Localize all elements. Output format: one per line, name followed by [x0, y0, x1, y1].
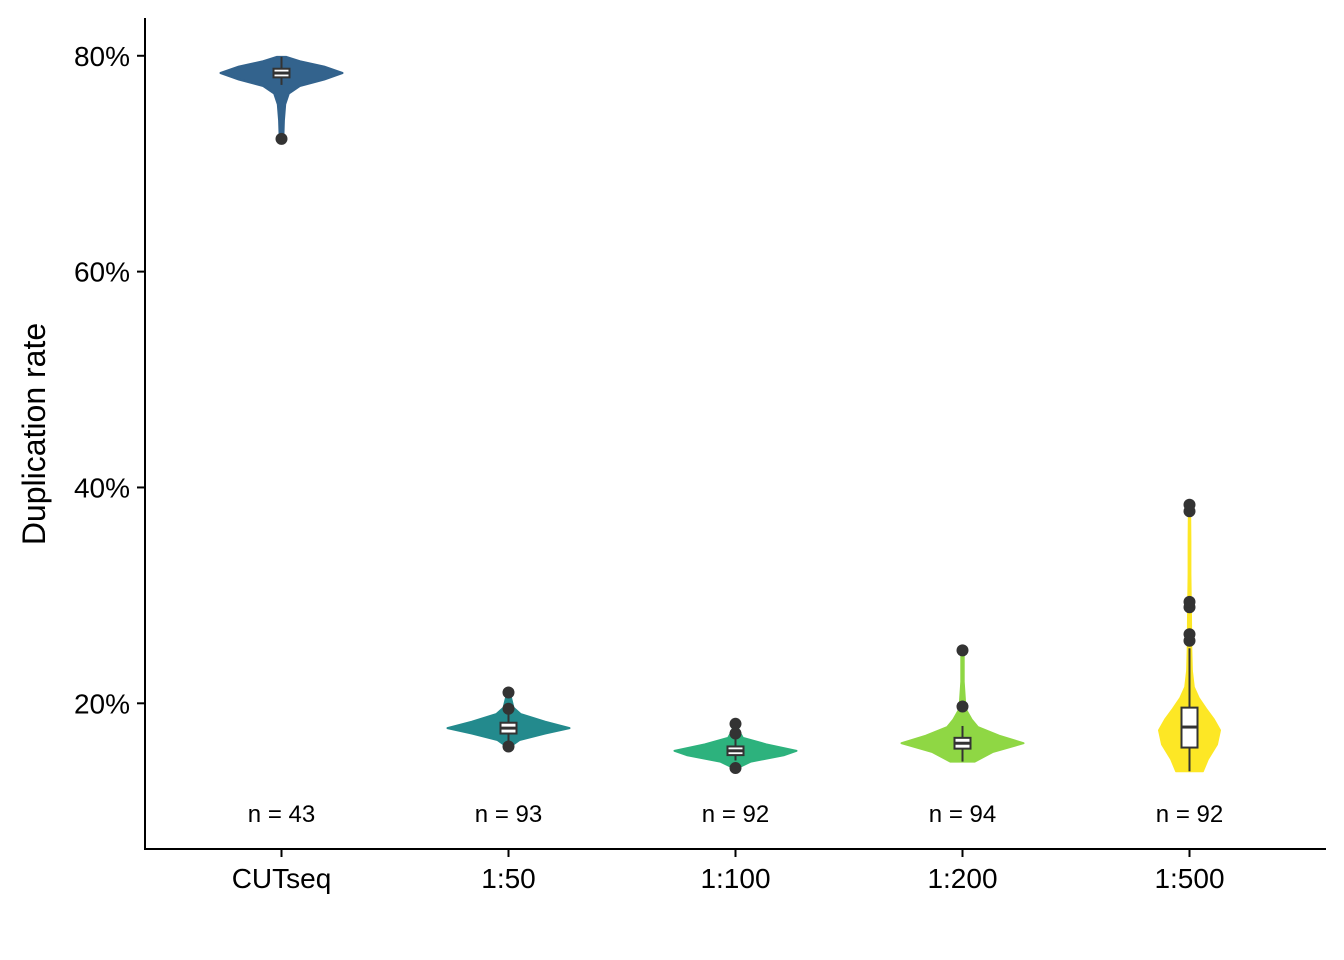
n-label: n = 43	[248, 801, 315, 828]
x-tick-label: 1:500	[1154, 863, 1224, 894]
n-label: n = 93	[475, 801, 542, 828]
x-tick-label: CUTseq	[232, 863, 332, 894]
outlier-point	[729, 727, 742, 740]
y-tick-label: 80%	[74, 41, 130, 72]
n-label: n = 92	[702, 801, 769, 828]
outlier-point	[1183, 498, 1196, 511]
n-label: n = 94	[929, 801, 996, 828]
x-tick-label: 1:200	[927, 863, 997, 894]
y-axis-title: Duplication rate	[16, 323, 52, 545]
outlier-point	[502, 740, 515, 753]
plot-area: n = 43 n = 93 n = 92 n = 94 n = 92	[219, 55, 1223, 828]
y-tick-label: 40%	[74, 472, 130, 503]
y-tick-label: 60%	[74, 257, 130, 288]
outlier-point	[1183, 595, 1196, 608]
y-tick-label: 20%	[74, 688, 130, 719]
axes: Duplication rate 20% 40% 60% 80% CUTseq 1:50 1…	[16, 18, 1326, 894]
outlier-point	[956, 644, 969, 657]
outlier-point	[502, 686, 515, 699]
n-label: n = 92	[1156, 801, 1223, 828]
x-tick-label: 1:100	[700, 863, 770, 894]
violin-0	[219, 55, 344, 140]
outlier-point	[502, 702, 515, 715]
outlier-point	[1183, 628, 1196, 641]
x-tick-label: 1:50	[481, 863, 536, 894]
outlier-point	[729, 762, 742, 775]
outlier-point	[956, 700, 969, 713]
outlier-point	[729, 717, 742, 730]
outlier-point	[275, 132, 288, 145]
